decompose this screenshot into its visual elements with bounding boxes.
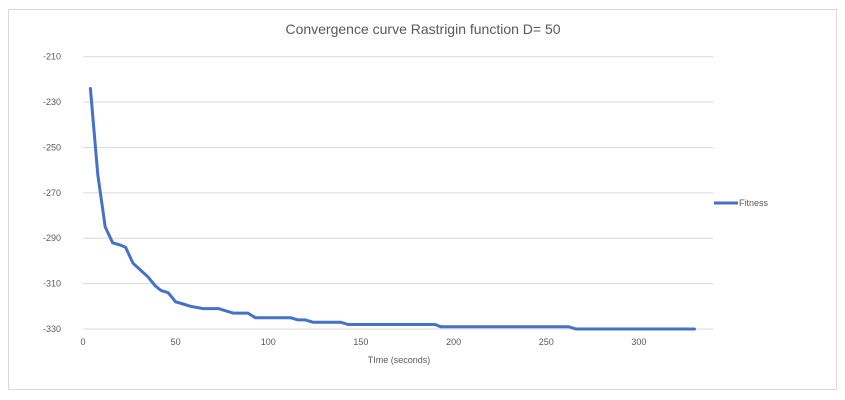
- x-tick-label: 300: [631, 337, 646, 347]
- chart-area: Convergence curve Rastrigin function D= …: [8, 9, 837, 390]
- x-tick-label: 0: [80, 337, 85, 347]
- y-tick-label: -230: [43, 97, 61, 107]
- series-line-fitness: [88, 87, 696, 331]
- chart-svg: Convergence curve Rastrigin function D= …: [43, 21, 769, 365]
- legend: Fitness: [714, 198, 769, 208]
- y-tick-label: -270: [43, 188, 61, 198]
- series-layer: [88, 87, 696, 331]
- y-tick-label: -330: [43, 324, 61, 334]
- x-tick-label: 150: [353, 337, 368, 347]
- y-axis-ticks: -210 -230 -250 -270 -290 -310 -330: [43, 52, 61, 334]
- x-tick-label: 200: [446, 337, 461, 347]
- y-tick-label: -310: [43, 279, 61, 289]
- gridlines: [83, 56, 713, 330]
- x-tick-label: 250: [539, 337, 554, 347]
- y-tick-label: -250: [43, 142, 61, 152]
- x-tick-label: 100: [261, 337, 276, 347]
- chart-title: Convergence curve Rastrigin function D= …: [285, 21, 560, 37]
- x-tick-label: 50: [171, 337, 181, 347]
- legend-label-fitness: Fitness: [739, 198, 769, 208]
- x-axis-label: TIme (seconds): [368, 355, 431, 365]
- y-tick-label: -290: [43, 233, 61, 243]
- y-tick-label: -210: [43, 52, 61, 62]
- x-axis-ticks: 0 50 100 150 200 250 300: [80, 337, 646, 347]
